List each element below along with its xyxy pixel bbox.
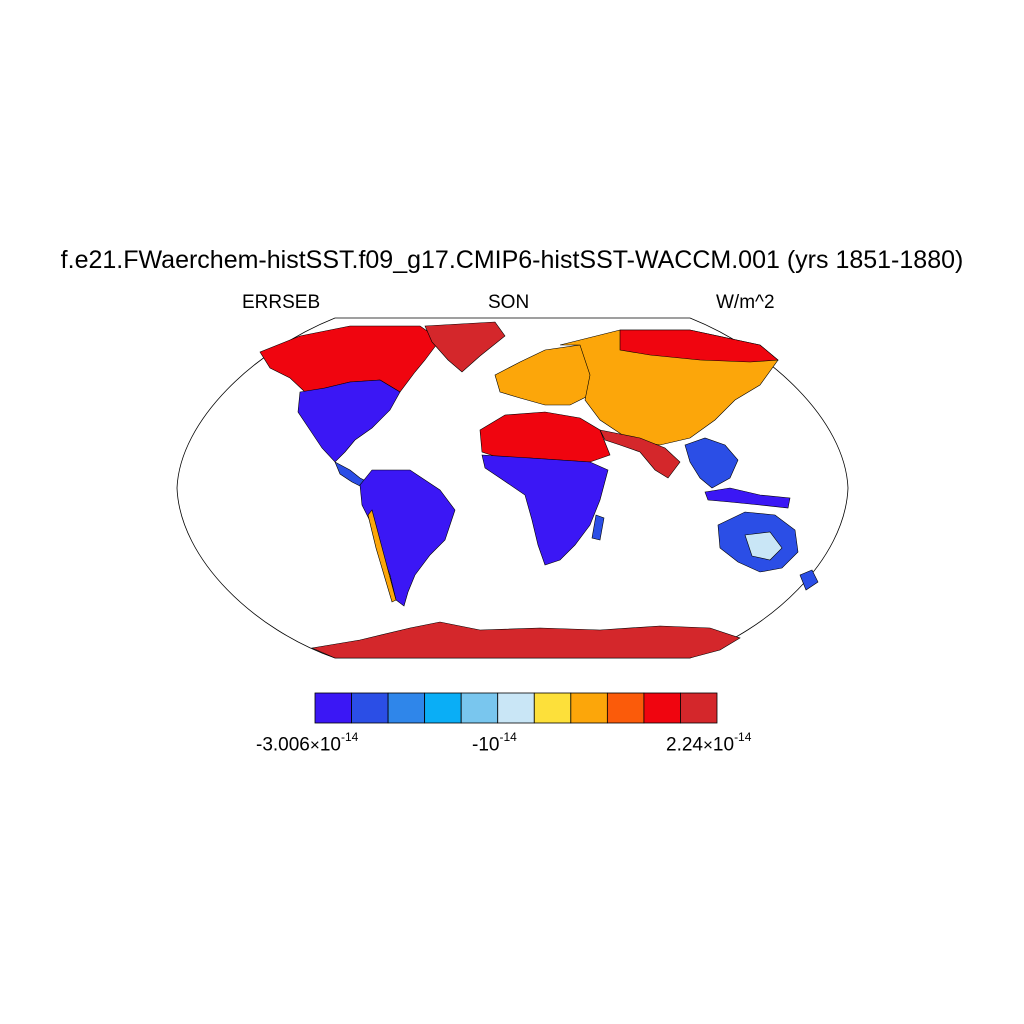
southeast-asia: [684, 437, 739, 489]
north-america-south: [297, 379, 401, 463]
colorbar-label-mid: -10-14: [472, 730, 517, 756]
antarctica: [310, 621, 741, 659]
africa-south: [481, 454, 609, 566]
madagascar: [591, 514, 605, 541]
new-zealand: [799, 569, 819, 591]
south-asia: [599, 429, 681, 479]
season-label: SON: [488, 292, 530, 313]
greenland: [424, 321, 506, 373]
colorbar-label-max: 2.24×10-14: [666, 730, 752, 756]
asia-north: [619, 329, 779, 363]
colorbar-label-min: -3.006×10-14: [256, 730, 359, 756]
south-america-west-coast: [367, 509, 397, 603]
indonesia: [704, 487, 791, 509]
units-label: W/m^2: [716, 292, 775, 313]
south-america: [359, 469, 456, 607]
australia-interior: [744, 531, 783, 561]
plot-title: f.e21.FWaerchem-histSST.f09_g17.CMIP6-hi…: [60, 246, 964, 274]
variable-label: ERRSEB: [242, 292, 321, 313]
